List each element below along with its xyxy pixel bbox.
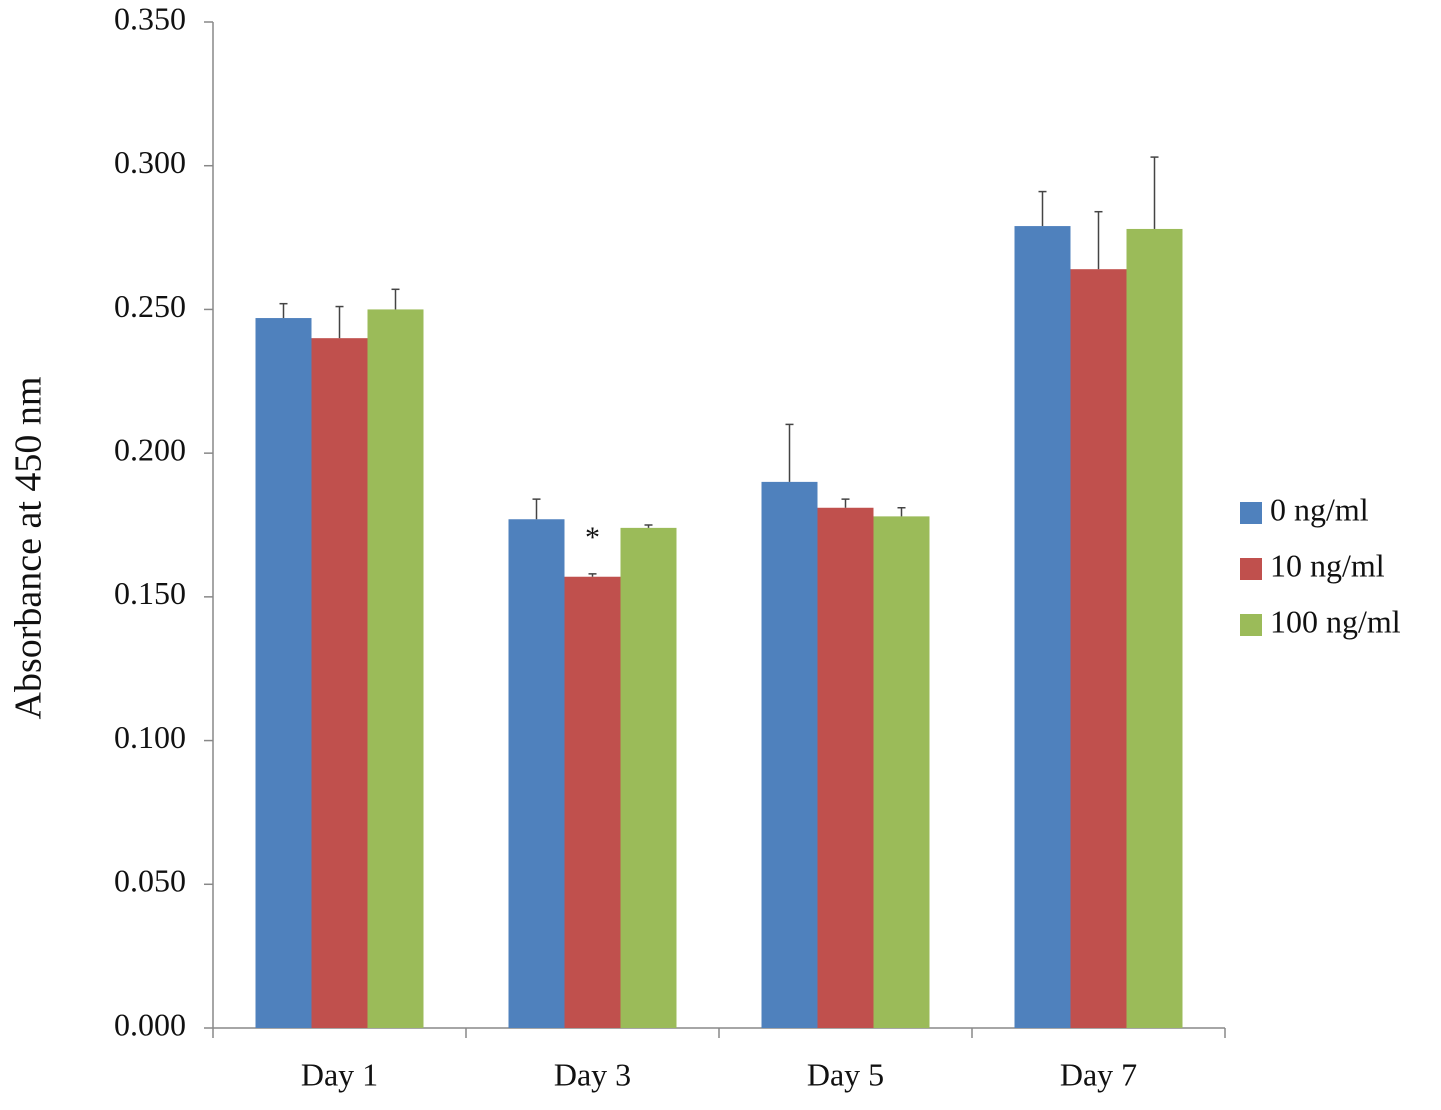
bar [564, 576, 621, 1028]
bar [1126, 228, 1183, 1028]
y-tick-label: 0.150 [114, 575, 186, 611]
bar [761, 481, 818, 1028]
y-axis-title: Absorbance at 450 nm [8, 377, 50, 720]
legend-swatch [1240, 502, 1262, 524]
x-tick-label: Day 3 [554, 1056, 631, 1092]
bar [508, 519, 565, 1028]
legend-swatch [1240, 558, 1262, 580]
y-tick-label: 0.100 [114, 719, 186, 755]
bar [367, 309, 424, 1028]
legend-label: 10 ng/ml [1270, 547, 1385, 583]
bar [873, 516, 930, 1028]
bar [255, 318, 312, 1029]
x-tick-label: Day 1 [301, 1056, 378, 1092]
y-tick-label: 0.300 [114, 144, 186, 180]
legend-label: 0 ng/ml [1270, 491, 1369, 527]
x-tick-label: Day 5 [807, 1056, 884, 1092]
y-tick-label: 0.050 [114, 863, 186, 899]
bar [817, 507, 874, 1028]
bar [311, 338, 368, 1029]
bar [1070, 269, 1127, 1028]
y-tick-label: 0.000 [114, 1006, 186, 1042]
y-tick-label: 0.200 [114, 431, 186, 467]
legend-label: 100 ng/ml [1270, 603, 1401, 639]
legend-swatch [1240, 614, 1262, 636]
x-tick-label: Day 7 [1060, 1056, 1137, 1092]
y-tick-label: 0.250 [114, 288, 186, 324]
y-tick-label: 0.350 [114, 0, 186, 36]
bar [620, 527, 677, 1028]
annotation: * [585, 521, 600, 554]
bar [1014, 226, 1071, 1028]
